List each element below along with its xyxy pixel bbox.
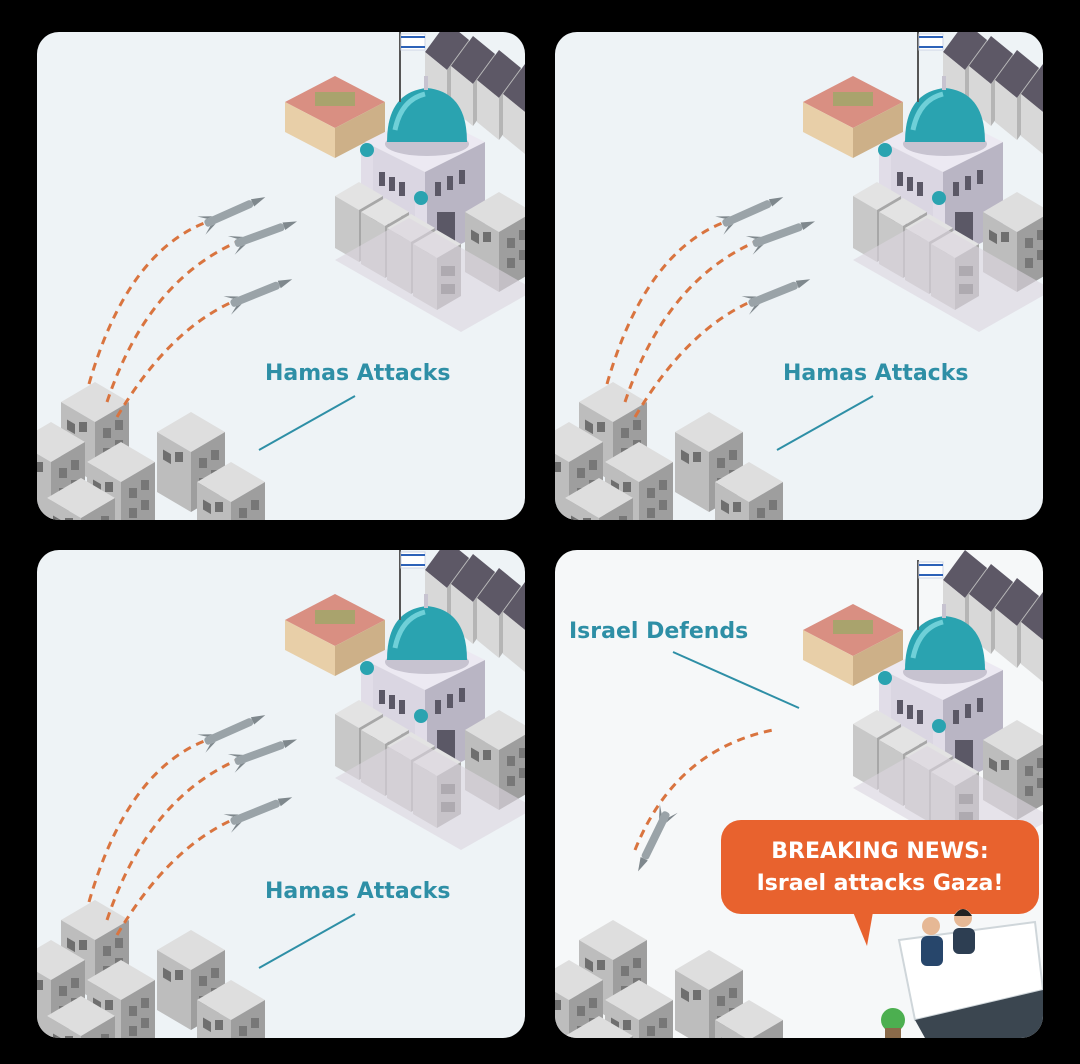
gaza-city-icon	[37, 382, 265, 520]
panel-label: Hamas Attacks	[783, 361, 968, 386]
comic-panel-4: Israel Defends BREAKING NEWS: Israel att…	[555, 550, 1043, 1038]
panel-label: Hamas Attacks	[265, 361, 450, 386]
panel-3-illustration: Hamas Attacks	[37, 550, 525, 1038]
panel-2-illustration: Hamas Attacks	[555, 32, 1043, 520]
missile-icon	[223, 788, 296, 833]
israel-city-icon	[803, 550, 1043, 860]
missile-trail-3	[115, 818, 233, 936]
news-anchors-desk-icon	[881, 909, 1043, 1038]
breaking-news-bubble: BREAKING NEWS: Israel attacks Gaza!	[721, 820, 1039, 946]
missile-icon	[197, 706, 270, 753]
panel-label: Israel Defends	[569, 619, 748, 644]
missile-icon	[223, 270, 296, 315]
missile-icon	[227, 212, 301, 255]
missile-icon	[745, 212, 819, 255]
missile-icon	[197, 188, 270, 235]
israel-city-icon	[803, 32, 1043, 332]
comic-panel-2: Hamas Attacks	[555, 32, 1043, 520]
missile-icon	[227, 730, 301, 773]
comic-panel-1: Hamas Attacks	[37, 32, 525, 520]
missile-trail-1	[87, 738, 208, 903]
bubble-line-2: Israel attacks Gaza!	[757, 871, 1004, 896]
missile-icon	[715, 188, 788, 235]
panel-label: Hamas Attacks	[265, 879, 450, 904]
israel-city-icon	[285, 550, 525, 850]
missile-trail-2	[105, 758, 238, 921]
panel-1-illustration: Hamas Attacks	[37, 32, 525, 520]
missile-icon	[741, 270, 814, 315]
missile-trail-2	[623, 240, 756, 403]
missile-trail-1	[87, 220, 208, 385]
label-pointer	[776, 395, 874, 451]
label-pointer	[258, 913, 356, 969]
gaza-city-icon	[555, 382, 783, 520]
gaza-city-icon	[37, 900, 265, 1038]
comic-panel-3: Hamas Attacks	[37, 550, 525, 1038]
missile-trail-2	[105, 240, 238, 403]
label-pointer	[672, 651, 800, 709]
bubble-line-1: BREAKING NEWS:	[771, 839, 988, 864]
gaza-city-icon	[555, 920, 783, 1038]
missile-trail-3	[115, 300, 233, 418]
interceptor-missile-icon	[629, 804, 678, 876]
panel-4-illustration: Israel Defends BREAKING NEWS: Israel att…	[555, 550, 1043, 1038]
label-pointer	[258, 395, 356, 451]
israel-city-icon	[285, 32, 525, 332]
missile-trail-1	[605, 220, 726, 385]
missile-trail-3	[633, 300, 751, 418]
